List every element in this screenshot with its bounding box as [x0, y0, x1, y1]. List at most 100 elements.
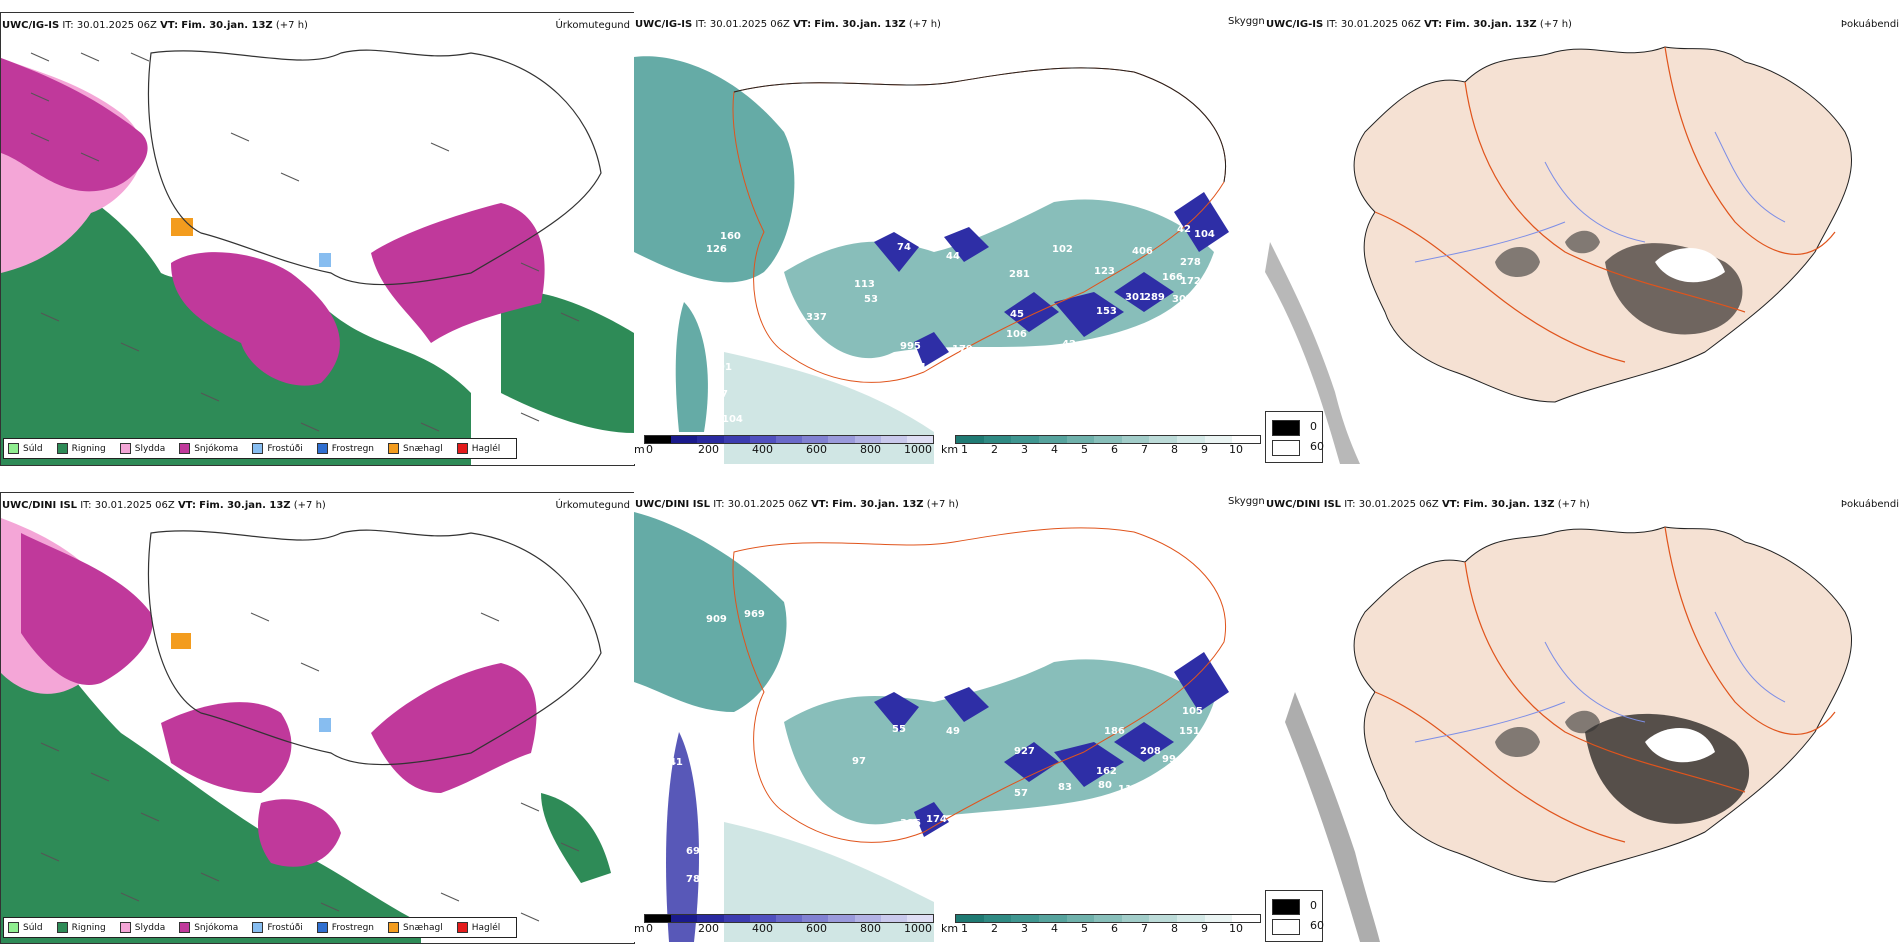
colorbar-tick: 600 — [806, 922, 827, 935]
fog-index-map — [1265, 12, 1900, 464]
height-label: 262 — [1202, 279, 1223, 290]
height-label: 74 — [897, 242, 911, 253]
height-label: 51 — [1054, 814, 1068, 825]
visibility-panel-label: Skyggni — [1228, 496, 1268, 507]
legend-item: Súld — [8, 443, 43, 454]
fog-index-panel-row1: UWC/IG-IS IT: 30.01.2025 06Z VT: Fim. 30… — [1265, 12, 1900, 464]
height-label: 222 — [940, 854, 961, 865]
height-label: 80 — [1098, 780, 1112, 791]
panel-type-label: Þokuábendi — [1840, 19, 1899, 30]
height-label: 969 — [744, 609, 765, 620]
colorbar-tick: 800 — [860, 443, 881, 456]
colorbar-unit: km — [941, 922, 959, 935]
height-colorbar: m 0 200 400 600 800 1000 — [634, 914, 934, 938]
height-label: 103 — [699, 720, 720, 731]
colorbar-tick: 7 — [1141, 922, 1148, 935]
visibility-panel-label: Skyggni — [1228, 16, 1268, 27]
height-label: 142 — [720, 712, 741, 723]
colorbar-unit: m — [634, 443, 645, 456]
height-label: 76 — [984, 346, 998, 357]
height-label: 406 — [1132, 246, 1153, 257]
height-label: 141 — [662, 757, 683, 768]
height-labels: 160 126 74 44 113 53 281 102 123 406 42 … — [706, 224, 1223, 425]
height-label: 434 — [904, 389, 925, 400]
height-label: 198 — [940, 376, 961, 387]
height-label: 126 — [706, 244, 727, 255]
legend-item: Frostregn — [316, 922, 374, 933]
height-label: 208 — [1140, 746, 1161, 757]
height-label: 135 — [910, 867, 931, 878]
height-label: 126 — [900, 844, 921, 855]
height-label: 162 — [1096, 766, 1117, 777]
height-label: 307 — [1172, 294, 1193, 305]
visibility-map: 160 126 74 44 113 53 281 102 123 406 42 … — [634, 12, 1264, 464]
height-label: 11 — [1118, 784, 1132, 795]
height-label: 289 — [1144, 292, 1165, 303]
colorbar-tick: 1 — [961, 922, 968, 935]
height-label: 137 — [936, 394, 957, 405]
height-label: 151 — [1179, 726, 1200, 737]
legend-item: Haglél — [456, 922, 500, 933]
height-label: 186 — [1104, 726, 1125, 737]
colorbar-tick: 800 — [860, 922, 881, 935]
precip-type-legend: Súld Rigning Slydda Snjókoma Frostúði Fr… — [3, 438, 518, 459]
colorbar-tick: 7 — [1141, 443, 1148, 456]
precip-type-panel-row1: UWC/IG-IS IT: 30.01.2025 06Z VT: Fim. 30… — [0, 12, 635, 466]
height-colorbar: m 0 200 400 600 800 1000 — [634, 435, 934, 459]
colorbar-tick: 9 — [1201, 922, 1208, 935]
height-label: 42 — [1177, 224, 1191, 235]
height-label: 72 — [792, 344, 806, 355]
precip-type-legend: Súld Rigning Slydda Snjókoma Frostúði Fr… — [3, 917, 518, 938]
colorbar-tick: 1000 — [904, 443, 932, 456]
precip-type-map — [1, 13, 634, 465]
panel-type-label: Þokuábendi — [1840, 499, 1899, 510]
height-label: 104 — [1194, 229, 1215, 240]
panel-title: UWC/DINI ISL IT: 30.01.2025 06Z VT: Fim.… — [1266, 499, 1590, 510]
colorbar-tick: 5 — [1081, 922, 1088, 935]
colorbar-tick: 2 — [991, 443, 998, 456]
height-label: 102 — [1052, 244, 1073, 255]
panel-title: UWC/DINI ISL IT: 30.01.2025 06Z VT: Fim.… — [635, 499, 959, 510]
colorbar-tick: 600 — [806, 443, 827, 456]
height-label: 160 — [720, 231, 741, 242]
colorbar-unit: km — [941, 443, 959, 456]
fog-index-legend: 0 60 — [1265, 890, 1324, 942]
height-label: 166 — [1162, 272, 1183, 283]
visibility-colorbar: km 1 2 3 4 5 6 7 8 9 10 — [941, 435, 1261, 459]
height-label: 87 — [780, 824, 794, 835]
colorbar-tick: 10 — [1229, 922, 1243, 935]
colorbar-tick: 4 — [1051, 922, 1058, 935]
legend-value: 0 — [1310, 899, 1317, 912]
legend-item: Snæhagl — [388, 922, 443, 933]
legend-item: Slydda — [119, 922, 165, 933]
panel-title: UWC/IG-IS IT: 30.01.2025 06Z VT: Fim. 30… — [2, 20, 308, 31]
colorbar-tick: 8 — [1171, 443, 1178, 456]
height-label: 105 — [1182, 706, 1203, 717]
height-label: 927 — [1014, 746, 1035, 757]
height-label: 174 — [926, 814, 947, 825]
fog-index-legend: 0 60 — [1265, 411, 1324, 463]
height-label: 106 — [1006, 329, 1027, 340]
height-label: 55 — [892, 724, 906, 735]
colorbar-tick: 200 — [698, 922, 719, 935]
colorbar-tick: 10 — [1229, 443, 1243, 456]
legend-value: 0 — [1310, 420, 1317, 433]
height-label: 57 — [1014, 788, 1028, 799]
height-label: 909 — [706, 614, 727, 625]
height-label: 153 — [1096, 306, 1117, 317]
colorbar-tick: 6 — [1111, 443, 1118, 456]
colorbar-tick: 400 — [752, 443, 773, 456]
height-label: 995 — [900, 341, 921, 352]
panel-type-label: Úrkomutegund — [555, 500, 630, 511]
height-label: 42 — [1062, 339, 1076, 350]
visibility-panel-row2: 909 969 142 103 55 49 97 927 186 105 151… — [634, 492, 1264, 942]
height-label: 104 — [722, 414, 743, 425]
legend-item: Slydda — [119, 443, 165, 454]
height-label: 99 — [1162, 754, 1176, 765]
precip-type-map — [1, 493, 634, 943]
colorbar-tick: 0 — [646, 922, 653, 935]
precip-type-panel-row2: UWC/DINI ISL IT: 30.01.2025 06Z VT: Fim.… — [0, 492, 635, 944]
height-label: 69 — [686, 846, 700, 857]
colorbar-tick: 9 — [1201, 443, 1208, 456]
colorbar-unit: m — [634, 922, 645, 935]
